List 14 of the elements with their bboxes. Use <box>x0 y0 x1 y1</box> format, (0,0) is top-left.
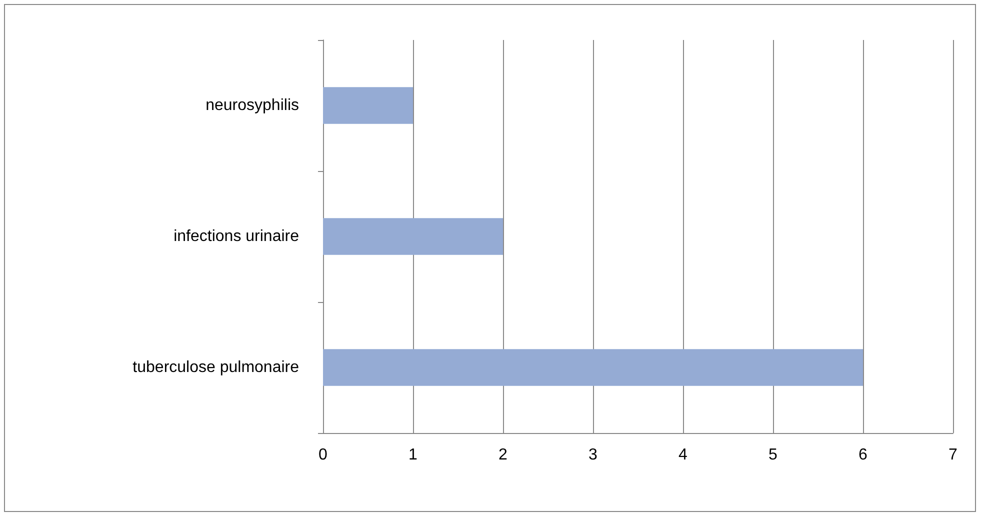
bar <box>323 349 863 386</box>
bar <box>323 218 503 255</box>
bar <box>323 87 413 124</box>
x-tick-label: 0 <box>318 446 328 464</box>
y-tick-label: tuberculose pulmonaire <box>132 359 300 376</box>
x-tick-label: 2 <box>498 446 508 464</box>
y-tick-label: neurosyphilis <box>206 97 299 114</box>
x-tick-label: 1 <box>408 446 418 464</box>
x-tick-label: 3 <box>588 446 598 464</box>
x-tick-label: 6 <box>858 446 868 464</box>
x-tick-label: 7 <box>948 446 958 464</box>
y-tick-label: infections urinaire <box>174 228 300 245</box>
x-tick-label: 5 <box>768 446 778 464</box>
x-tick-label: 4 <box>678 446 688 464</box>
